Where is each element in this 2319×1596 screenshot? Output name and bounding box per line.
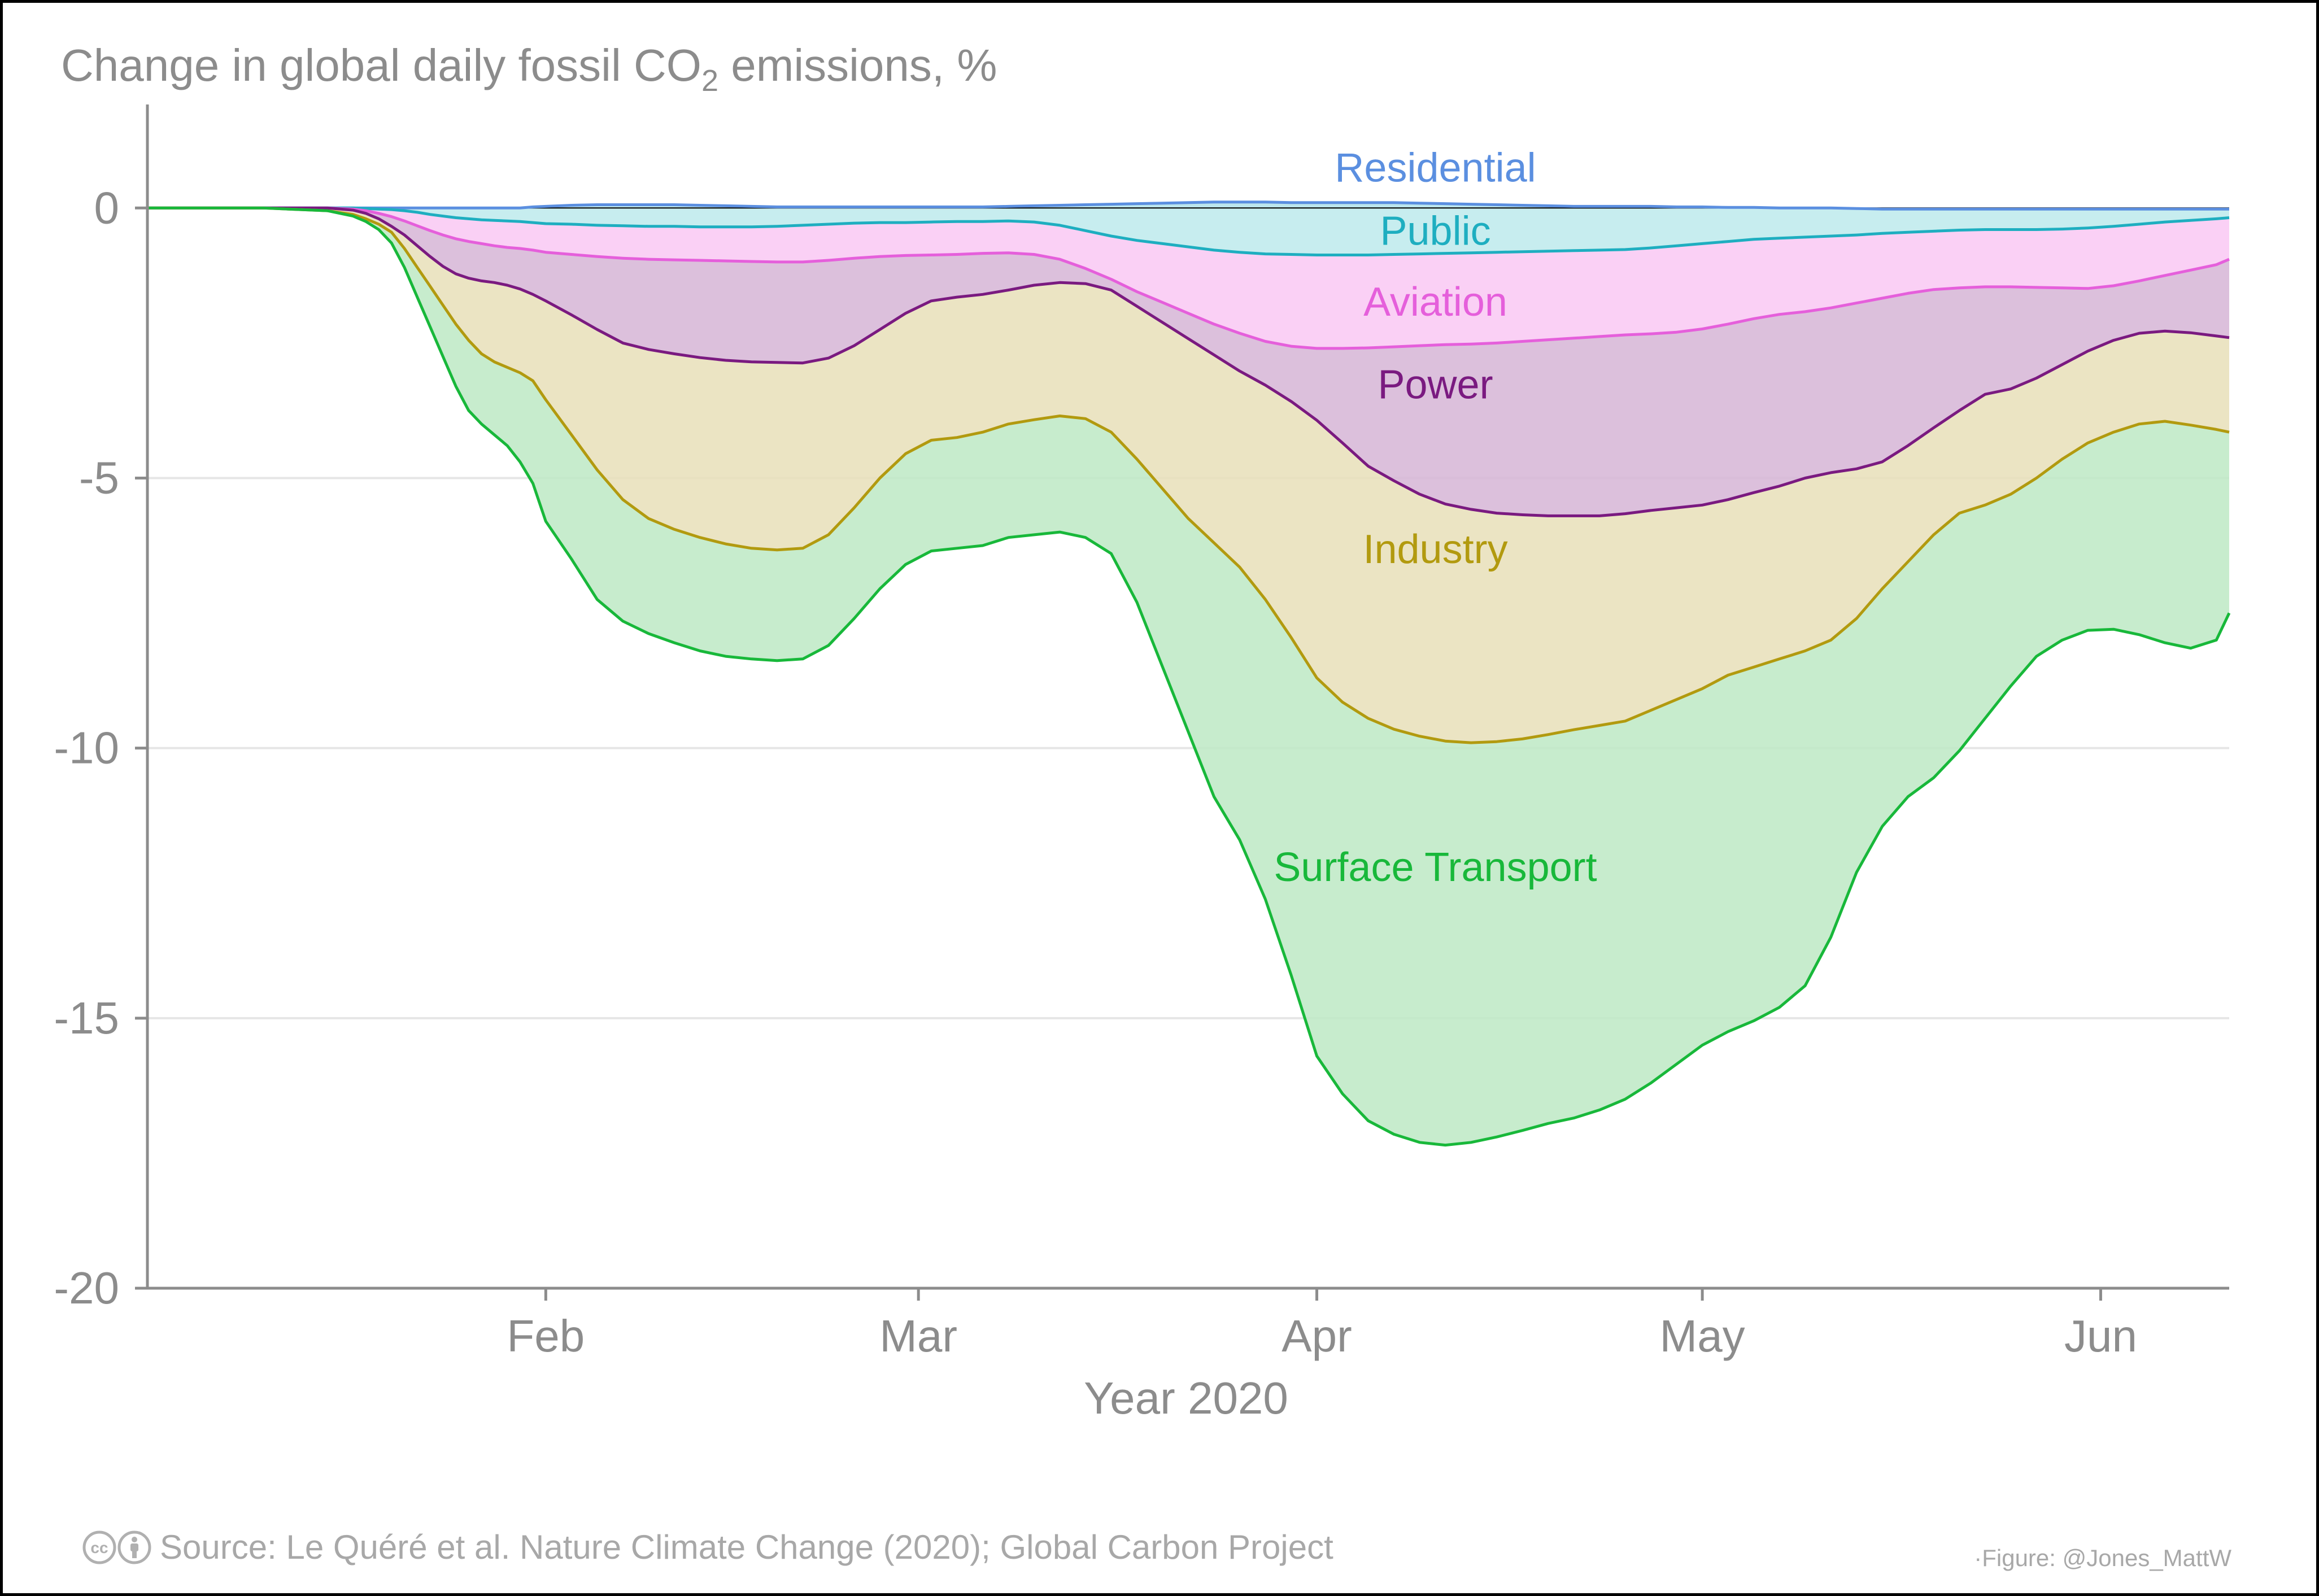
svg-text:cc: cc xyxy=(90,1539,108,1556)
series-label-public: Public xyxy=(1380,208,1490,254)
source-text: Source: Le Quéré et al. Nature Climate C… xyxy=(160,1528,1333,1566)
series-label-aviation: Aviation xyxy=(1363,280,1507,325)
title-tail: emissions, % xyxy=(718,40,997,90)
credit-dot-icon: · xyxy=(1974,1545,1982,1571)
x-tick-label: Jun xyxy=(2064,1311,2137,1361)
axes: 0 -5 -10 -15 -20 Feb Mar Apr May Jun xyxy=(54,104,2229,1361)
line-power xyxy=(147,206,2230,517)
series-label-power: Power xyxy=(1378,363,1493,408)
y-tick-label: -15 xyxy=(54,993,119,1043)
x-tick-label: May xyxy=(1660,1311,1745,1361)
cc-icon: cc xyxy=(82,1530,116,1564)
y-tick-label: 0 xyxy=(94,182,120,233)
area-surface-transport xyxy=(147,208,2229,1145)
title-main: Change in global daily fossil CO xyxy=(61,40,701,90)
y-tick-label: -20 xyxy=(54,1263,119,1313)
source-note: cc Source: Le Quéré et al. Nature Climat… xyxy=(82,1528,1333,1567)
line-aviation xyxy=(147,206,2230,350)
series-label-industry: Industry xyxy=(1363,527,1507,572)
license-icons: cc xyxy=(82,1530,152,1565)
credit-text: Figure: @Jones_MattW xyxy=(1982,1545,2231,1571)
x-tick-label: Mar xyxy=(879,1311,957,1361)
area-power xyxy=(147,208,2229,516)
series-labels: Residential Public Aviation Power Industry Su… xyxy=(1274,146,1597,890)
stacked-areas xyxy=(147,202,2229,1145)
line-residential xyxy=(147,200,2229,211)
x-tick-label: Feb xyxy=(507,1311,585,1361)
line-industry xyxy=(147,206,2230,744)
title-subscript: 2 xyxy=(701,64,718,98)
line-surface-transport xyxy=(147,206,2231,1147)
series-lines xyxy=(147,200,2231,1147)
x-axis-title: Year 2020 xyxy=(1084,1373,1288,1423)
area-industry xyxy=(147,208,2229,743)
x-tick-label: Apr xyxy=(1281,1311,1352,1361)
series-label-surface-transport: Surface Transport xyxy=(1274,845,1597,890)
series-label-residential: Residential xyxy=(1335,146,1536,191)
emissions-chart: Change in global daily fossil CO2 emissi… xyxy=(54,40,2231,1423)
y-tick-label: -10 xyxy=(54,723,119,773)
y-tick-label: -5 xyxy=(79,452,119,503)
figure-credit: ·Figure: @Jones_MattW xyxy=(1974,1545,2231,1572)
line-public xyxy=(147,206,2230,256)
by-person-icon xyxy=(117,1530,151,1564)
chart-title: Change in global daily fossil CO2 emissi… xyxy=(61,40,997,98)
